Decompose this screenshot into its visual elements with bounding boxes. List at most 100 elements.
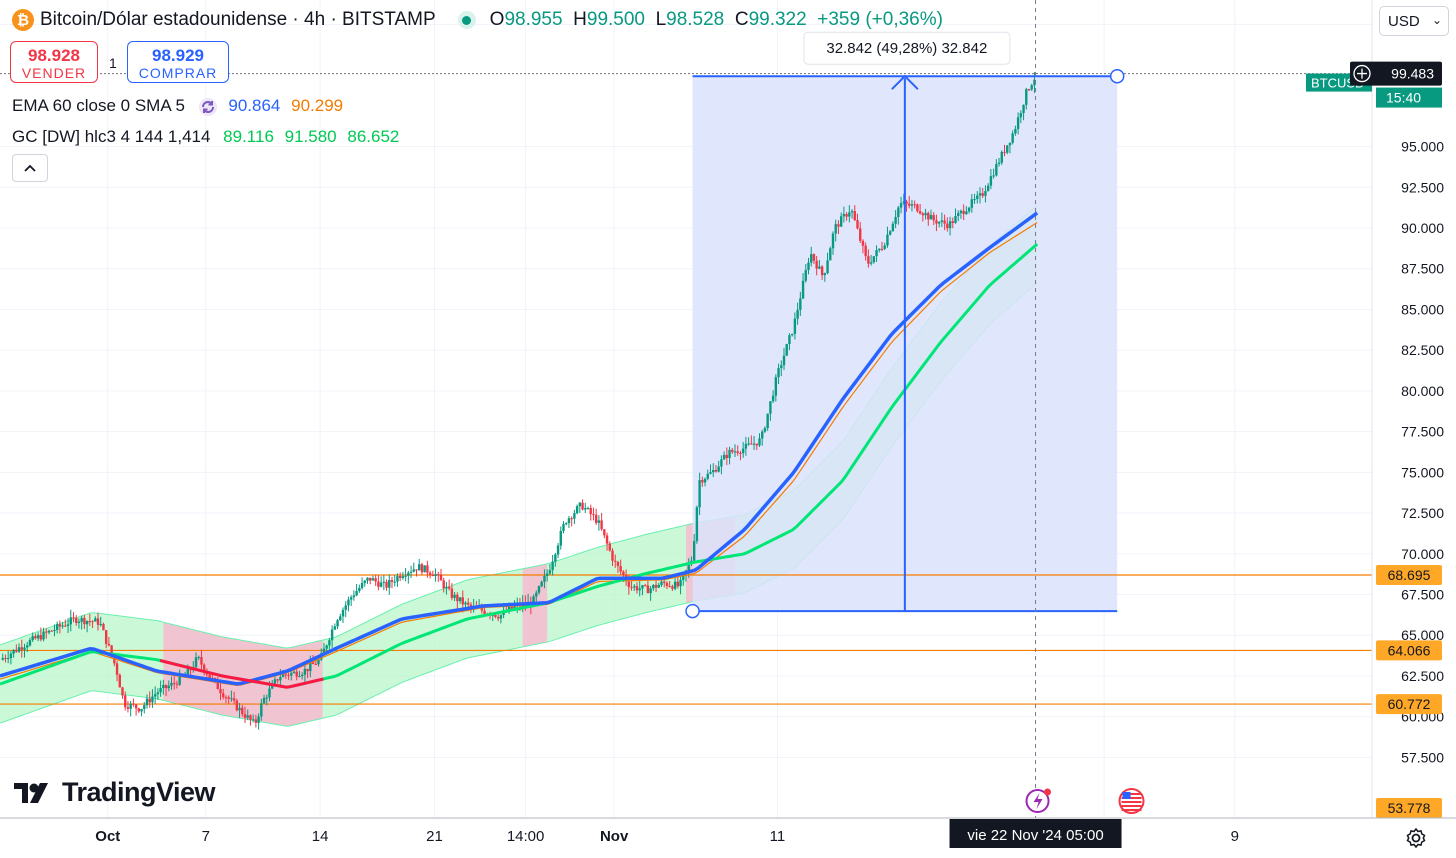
candle-body [426, 565, 429, 573]
candle-body [611, 550, 614, 561]
candle-body [976, 195, 979, 200]
candle-body [584, 508, 587, 510]
candle-body [799, 298, 802, 310]
candle-body [848, 212, 851, 217]
candle-body [132, 703, 135, 705]
candle-body [20, 647, 23, 650]
price-tick-label: 75.000 [1401, 464, 1444, 480]
candle-body [763, 428, 767, 432]
currency-select[interactable]: USD ⌄ [1379, 6, 1449, 36]
change-value: +359 (+0,36%) [817, 9, 943, 30]
candle-body [752, 443, 756, 445]
candle-body [66, 624, 70, 626]
candle-body [913, 204, 916, 206]
symbol-title[interactable]: Bitcoin/Dólar estadounidense · 4h · BITS… [40, 9, 436, 30]
candle-body [962, 210, 965, 215]
tradingview-logo: TradingView [14, 777, 216, 808]
candle-body [978, 193, 982, 196]
candle-body [491, 614, 494, 616]
candle-body [823, 273, 827, 276]
candle-body [393, 581, 396, 583]
candle-body [872, 256, 876, 263]
candle-body [230, 698, 233, 700]
candle-body [641, 585, 644, 589]
candle-body [88, 621, 92, 623]
measure-label: 32.842 (49,28%) 32.842 [826, 40, 987, 57]
gc-band-bearish [163, 622, 323, 727]
ema-indicator-legend[interactable]: EMA 60 close 0 SMA 5 90.864 90.299 [12, 96, 343, 117]
candle-body [663, 581, 666, 583]
event-dot-icon [1044, 788, 1052, 796]
candle-body [758, 438, 761, 446]
candle-body [287, 674, 290, 676]
candle-body [875, 250, 878, 257]
candle-body [861, 240, 865, 246]
settings-gear-icon[interactable] [1404, 826, 1428, 850]
gc-value-3: 86.652 [347, 127, 400, 146]
candle-body [1027, 89, 1031, 91]
candle-body [883, 245, 886, 249]
time-tick-label: 14:00 [507, 828, 545, 845]
candle-body [905, 201, 908, 204]
candle-body [94, 618, 97, 622]
candle-body [633, 586, 636, 588]
candle-body [499, 614, 503, 619]
candle-body [720, 459, 723, 467]
candle-body [853, 211, 856, 221]
sync-icon[interactable] [198, 97, 218, 117]
price-tick-label: 85.000 [1401, 301, 1444, 317]
candle-body [369, 577, 372, 581]
candle-body [396, 576, 399, 582]
candle-body [927, 212, 930, 220]
gc-indicator-legend[interactable]: GC [DW] hlc3 4 144 1,414 89.116 91.580 8… [12, 127, 399, 147]
candle-body [306, 668, 309, 672]
candle-body [692, 541, 696, 561]
candle-body [415, 569, 418, 571]
buy-button[interactable]: 98.929 COMPRAR [127, 41, 229, 83]
candle-body [687, 564, 690, 571]
candle-body [894, 217, 897, 224]
candle-body [467, 602, 470, 605]
crosshair-date-tag [949, 819, 1122, 848]
candle-body [115, 663, 119, 675]
price-tick-label: 70.000 [1401, 546, 1444, 562]
time-axis-bg [0, 818, 1456, 858]
candle-body [932, 215, 935, 221]
price-axis-bg [1372, 0, 1456, 858]
candle-body [600, 520, 603, 530]
candle-body [970, 199, 974, 208]
candle-body [281, 674, 285, 677]
candle-body [556, 545, 560, 555]
candle-body [276, 679, 279, 681]
candle-body [390, 580, 394, 582]
candle-body [401, 576, 405, 578]
candle-body [290, 672, 293, 676]
candle-body [77, 621, 81, 623]
candle-body [801, 280, 805, 299]
candle-body [654, 584, 658, 588]
candle-body [703, 478, 707, 483]
collapse-legend-button[interactable] [12, 154, 48, 182]
candle-body [973, 199, 976, 201]
candle-body [790, 333, 794, 336]
candle-body [385, 581, 388, 588]
candle-body [619, 566, 622, 572]
candle-body [6, 657, 10, 659]
candle-body [494, 614, 497, 618]
candle-body [64, 625, 67, 627]
sell-button[interactable]: 98.928 VENDER [10, 41, 98, 83]
ema-line [0, 211, 1039, 686]
candle-body [769, 401, 772, 414]
candle-body [755, 443, 758, 446]
candle-body [771, 395, 775, 402]
candle-body [58, 624, 62, 627]
candle-body [341, 609, 345, 617]
candle-body [404, 575, 407, 577]
hline-price-label: 64.066 [1388, 642, 1431, 658]
candle-body [948, 221, 952, 229]
candle-body [788, 335, 791, 345]
bitcoin-icon: ₿ [12, 9, 34, 31]
candle-body [137, 708, 141, 712]
candle-body [134, 704, 138, 709]
